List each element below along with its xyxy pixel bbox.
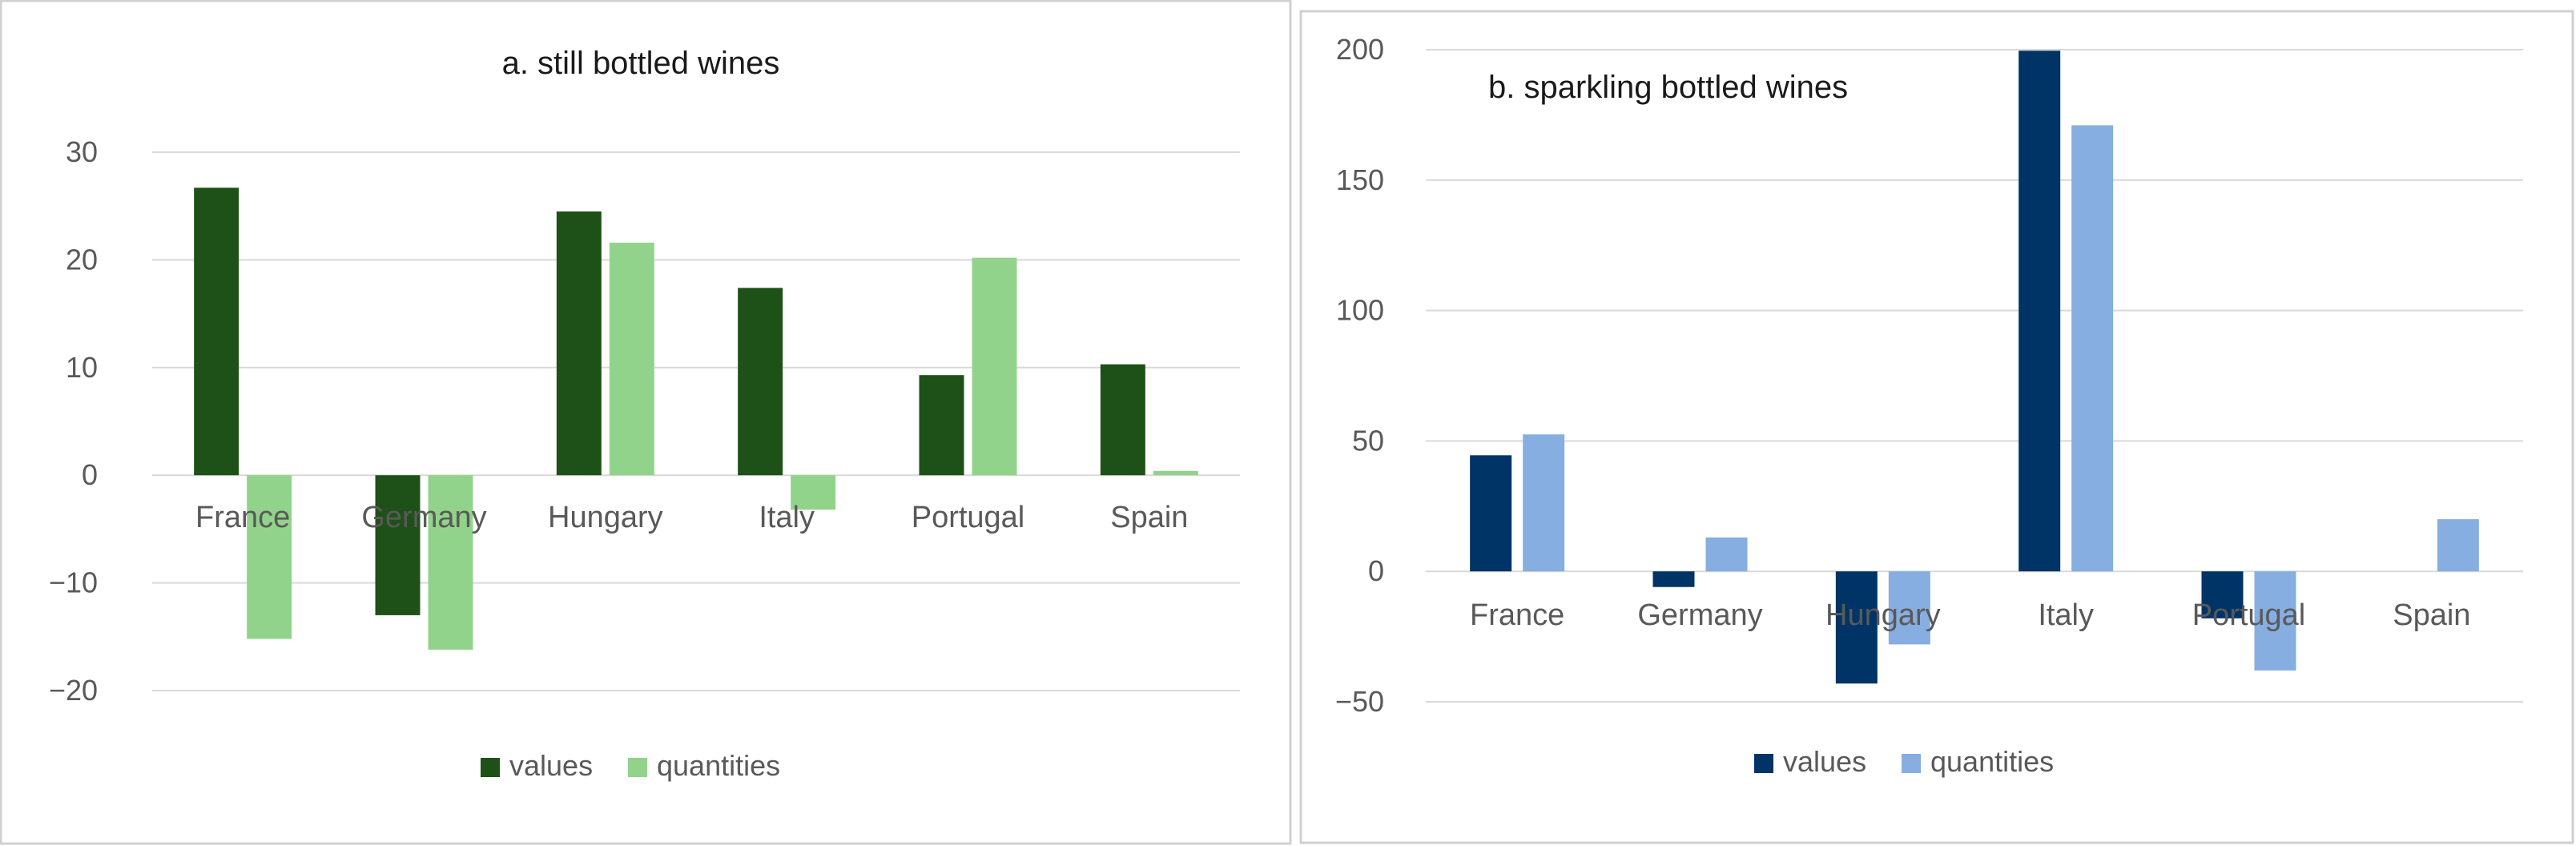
legend-label-quantities: quantities bbox=[657, 749, 780, 782]
x-category-label: Germany bbox=[1637, 598, 1762, 632]
bar-quantities-portugal bbox=[2254, 571, 2296, 671]
bar-values-portugal bbox=[919, 375, 964, 476]
bar-values-france bbox=[1470, 455, 1512, 572]
x-category-label: Spain bbox=[2393, 598, 2470, 632]
x-category-label: Hungary bbox=[1825, 598, 1941, 632]
bar-values-portugal bbox=[2201, 571, 2244, 618]
x-category-label: Italy bbox=[759, 501, 815, 534]
legend-swatch-quantities bbox=[1902, 754, 1921, 773]
bar-quantities-hungary bbox=[1888, 571, 1930, 645]
bar-values-italy bbox=[738, 288, 783, 476]
y-tick-label: −20 bbox=[49, 674, 98, 707]
legend-swatch-quantities bbox=[628, 758, 647, 777]
bar-quantities-germany bbox=[428, 475, 473, 650]
y-tick-label: 150 bbox=[1336, 163, 1384, 196]
y-tick-label: 20 bbox=[66, 243, 98, 276]
y-tick-label: 30 bbox=[66, 135, 98, 168]
x-category-label: Spain bbox=[1110, 501, 1188, 534]
x-category-label: France bbox=[1470, 598, 1564, 632]
x-category-label: Portugal bbox=[912, 501, 1025, 534]
legend-swatch-values bbox=[481, 758, 500, 777]
chart-title: a. still bottled wines bbox=[502, 46, 780, 81]
bar-quantities-france bbox=[247, 475, 292, 639]
bar-values-spain bbox=[1100, 364, 1145, 476]
bar-quantities-germany bbox=[1705, 537, 1748, 572]
x-category-label: France bbox=[195, 501, 290, 534]
legend-label-quantities: quantities bbox=[1930, 745, 2054, 778]
bar-quantities-hungary bbox=[609, 242, 654, 476]
x-category-label: Hungary bbox=[548, 501, 663, 534]
x-category-label: Germany bbox=[361, 501, 486, 534]
bar-values-germany bbox=[375, 475, 421, 615]
bar-values-italy bbox=[2019, 50, 2061, 572]
y-tick-label: 200 bbox=[1336, 33, 1384, 66]
bar-quantities-spain bbox=[1153, 470, 1198, 476]
bar-quantities-france bbox=[1523, 434, 1565, 572]
x-category-label: Portugal bbox=[2192, 598, 2306, 632]
bar-quantities-italy bbox=[791, 475, 836, 510]
bar-quantities-portugal bbox=[972, 257, 1017, 476]
y-tick-label: 50 bbox=[1352, 424, 1384, 457]
bar-values-france bbox=[194, 187, 239, 476]
chart-b: 200 150 100 50 0 −50 France Germany Hungary Italy… bbox=[1335, 33, 2523, 778]
panel-b-border bbox=[1299, 10, 2574, 844]
y-tick-label: 100 bbox=[1336, 294, 1384, 327]
legend-label-values: values bbox=[509, 749, 593, 782]
legend-swatch-values bbox=[1754, 754, 1773, 773]
y-tick-label: 0 bbox=[82, 458, 98, 491]
bar-values-hungary bbox=[556, 211, 602, 476]
legend-label-values: values bbox=[1783, 745, 1866, 778]
y-tick-label: −10 bbox=[49, 566, 98, 599]
y-tick-label: −50 bbox=[1335, 685, 1384, 718]
bar-quantities-italy bbox=[2071, 125, 2114, 572]
bar-values-germany bbox=[1652, 571, 1695, 587]
chart-a: 30 20 10 0 −10 −20 France Germany Hungary Italy Po… bbox=[49, 46, 1240, 782]
x-category-label: Italy bbox=[2038, 598, 2094, 632]
bar-quantities-spain bbox=[2437, 519, 2479, 572]
bar-values-hungary bbox=[1835, 571, 1878, 684]
y-tick-label: 10 bbox=[66, 351, 98, 384]
chart-title: b. sparkling bottled wines bbox=[1488, 70, 1848, 105]
y-tick-label: 0 bbox=[1368, 554, 1384, 587]
